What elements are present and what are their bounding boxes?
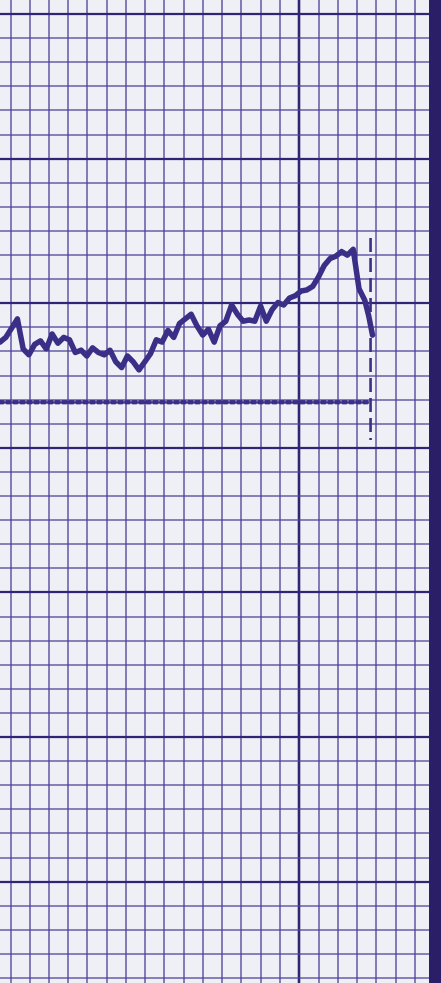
series-point-14 [78, 348, 84, 353]
paper-edge-band [429, 0, 441, 983]
series-point-64 [366, 313, 371, 318]
series-point-34 [194, 323, 200, 328]
series-point-24 [136, 367, 142, 373]
series-point-16 [90, 345, 95, 351]
series-point-43 [246, 317, 252, 323]
series-point-28 [159, 339, 165, 345]
series-point-12 [67, 337, 72, 342]
series-point-52 [298, 288, 304, 294]
series-point-15 [84, 353, 90, 359]
series-point-1 [3, 335, 8, 340]
series-point-4 [21, 346, 26, 352]
series-point-6 [32, 342, 37, 347]
series-point-35 [200, 332, 205, 338]
series-point-30 [171, 335, 176, 340]
series-point-18 [102, 352, 107, 357]
series-point-62 [356, 286, 362, 291]
series-point-11 [61, 335, 66, 340]
series-point-49 [281, 302, 286, 308]
series-point-19 [107, 348, 113, 353]
series-point-9 [49, 331, 55, 337]
series-point-60 [345, 252, 350, 258]
series-point-51 [293, 293, 298, 298]
series-point-3 [15, 316, 20, 322]
series-point-2 [9, 326, 14, 331]
series-point-46 [264, 319, 269, 324]
series-point-59 [339, 249, 344, 254]
series-point-58 [333, 254, 338, 259]
series-point-37 [212, 339, 217, 345]
series-point-36 [206, 327, 211, 332]
series-point-45 [258, 303, 263, 309]
series-point-8 [44, 346, 49, 352]
series-point-61 [351, 247, 356, 252]
series-point-25 [142, 359, 147, 364]
series-point-40 [229, 302, 234, 308]
series-point-63 [362, 298, 367, 303]
series-point-26 [148, 351, 153, 356]
series-point-50 [287, 295, 292, 301]
series-point-13 [73, 350, 78, 355]
series-point-23 [131, 359, 136, 364]
series-point-27 [154, 337, 159, 342]
series-point-29 [165, 328, 171, 333]
series-points [0, 247, 375, 373]
series-point-5 [26, 352, 32, 357]
series-point-41 [235, 312, 240, 317]
series-point-22 [125, 353, 130, 359]
series-point-55 [316, 274, 321, 280]
series-point-17 [96, 350, 101, 355]
series-point-57 [327, 256, 333, 261]
edge-band-group [429, 0, 441, 983]
series-point-48 [275, 300, 281, 305]
series-point-0 [0, 339, 3, 345]
series-point-44 [252, 319, 257, 324]
series-point-32 [183, 316, 188, 322]
series-point-31 [177, 321, 182, 326]
series-point-10 [55, 341, 61, 346]
series-point-21 [119, 365, 124, 370]
series-point-42 [241, 319, 246, 324]
series-point-38 [217, 323, 223, 328]
series-point-53 [304, 287, 310, 293]
series-point-65 [370, 332, 375, 338]
series-point-7 [38, 338, 43, 344]
series-point-56 [322, 263, 327, 268]
series-point-47 [269, 307, 275, 312]
series-point-33 [188, 312, 194, 317]
series-point-54 [310, 284, 315, 289]
series-point-20 [113, 359, 119, 364]
series-point-39 [223, 319, 228, 324]
